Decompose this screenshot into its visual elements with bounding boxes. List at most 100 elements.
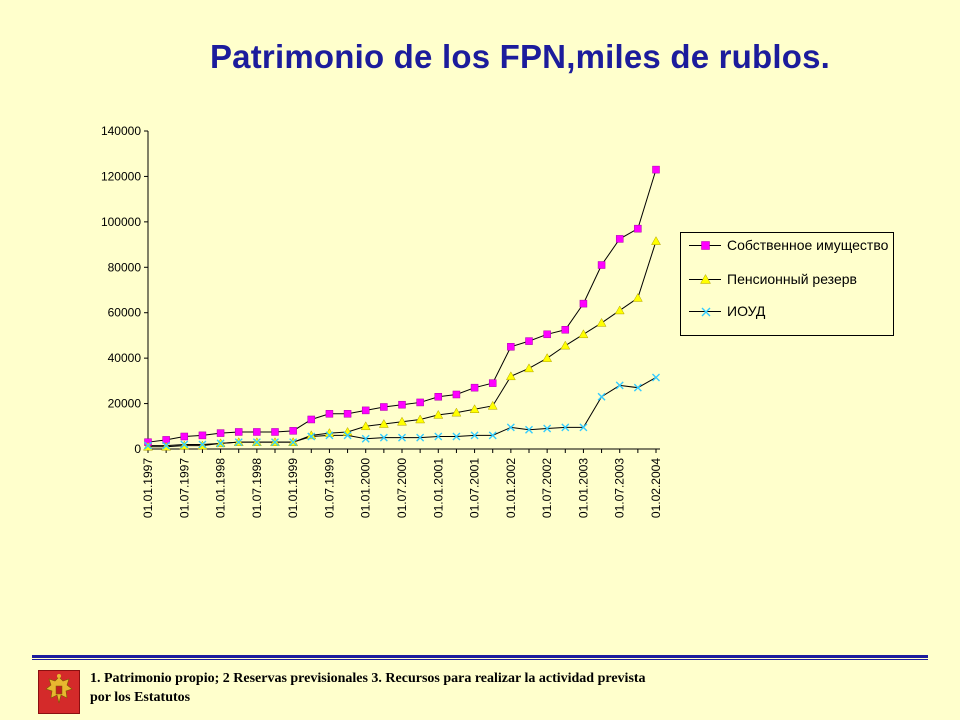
- series-2-point: [487, 400, 498, 410]
- series-1-point: [271, 428, 279, 436]
- x-tick-label: 01.07.2002: [540, 458, 554, 518]
- series-1-point: [380, 403, 388, 411]
- series-1-point: [216, 429, 225, 437]
- chart-legend: Собственное имущество Пенсионный резерв …: [680, 232, 894, 336]
- series-3-point: [234, 438, 243, 447]
- series-line-2: [148, 241, 657, 448]
- series-1-point: [234, 428, 243, 436]
- x-tick-label: 01.01.2001: [431, 458, 445, 518]
- series-2-point: [433, 409, 444, 419]
- series-markers: [143, 165, 661, 451]
- series-2-point: [596, 317, 607, 327]
- x-tick-label: 01.01.2000: [359, 458, 373, 518]
- series-1-point: [579, 299, 588, 308]
- series-1-point: [470, 383, 479, 392]
- series-3-point: [579, 423, 588, 432]
- series-1-point: [343, 410, 352, 418]
- series-3-point: [252, 438, 261, 447]
- x-tick-label: 01.07.2001: [468, 458, 482, 518]
- series-2-point: [560, 340, 571, 350]
- series-3-point: [307, 432, 316, 441]
- series-2-point: [397, 416, 407, 426]
- x-tick-label: 01.01.1999: [286, 458, 300, 518]
- y-tick-label: 100000: [101, 215, 141, 229]
- y-tick-label: 20000: [108, 397, 142, 411]
- series-1-point: [325, 410, 334, 418]
- x-tick-label: 01.01.2003: [576, 458, 590, 518]
- series-3-point: [343, 431, 352, 440]
- y-tick-label: 40000: [108, 351, 142, 365]
- series-1-point: [615, 235, 624, 243]
- series-1-point: [398, 400, 406, 409]
- x-axis-ticks: 01.01.1997 01.07.1997 01.01.1998 01.07.1998…: [141, 449, 663, 518]
- series-1-point: [198, 431, 207, 440]
- series-3-point: [652, 373, 660, 382]
- series-3-point: [615, 381, 624, 390]
- x-tick-label: 01.07.2000: [395, 458, 409, 518]
- series-1-point: [253, 428, 261, 436]
- series-3-point: [379, 433, 388, 442]
- series-1-point: [289, 427, 297, 435]
- series-1-point: [525, 337, 533, 345]
- y-tick-label: 120000: [101, 169, 141, 183]
- y-tick-label: 0: [134, 442, 141, 456]
- footer-divider-thin: [32, 659, 928, 660]
- chart-axes: [147, 131, 660, 450]
- series-3-point: [398, 433, 406, 442]
- series-1-point: [507, 343, 515, 351]
- series-1-point: [434, 393, 443, 401]
- series-1-point: [543, 330, 551, 339]
- series-2-point: [578, 329, 589, 339]
- legend-label-3: ИОУД: [727, 303, 766, 319]
- series-3-point: [470, 431, 479, 440]
- series-2-point: [378, 419, 389, 428]
- legend-label-2: Пенсионный резерв: [727, 271, 857, 287]
- series-2-point: [415, 414, 426, 424]
- series-1-point: [488, 379, 497, 387]
- series-3-point: [271, 438, 279, 447]
- x-tick-label: 01.01.1997: [141, 458, 155, 518]
- series-3-point: [289, 438, 298, 447]
- legend-label-1: Собственное имущество: [727, 237, 889, 253]
- series-3-point: [361, 434, 370, 443]
- x-tick-label: 01.01.2002: [504, 458, 518, 518]
- x-tick-label: 01.01.1998: [214, 458, 228, 518]
- series-3-point: [416, 433, 425, 442]
- series-3-point: [325, 431, 334, 440]
- series-3-point: [216, 439, 225, 448]
- series-1-point: [452, 390, 461, 399]
- footnote-text: 1. Patrimonio propio; 2 Reservas previsi…: [90, 671, 646, 705]
- y-tick-label: 140000: [101, 124, 141, 138]
- series-3-point: [543, 424, 552, 433]
- series-3-point: [561, 423, 570, 432]
- x-tick-label: 01.07.2003: [613, 458, 627, 518]
- series-1-point: [652, 165, 660, 174]
- y-tick-label: 60000: [108, 306, 142, 320]
- series-1-point: [307, 415, 316, 424]
- series-1-point: [597, 261, 606, 269]
- series-3-point: [597, 392, 606, 401]
- footer-divider: [32, 655, 928, 658]
- series-2-point: [524, 363, 534, 373]
- x-tick-label: 01.07.1999: [322, 458, 336, 518]
- series-3-point: [144, 441, 152, 450]
- series-3-point: [488, 431, 497, 440]
- series-3-point: [198, 440, 207, 449]
- series-2-point: [360, 421, 371, 431]
- russian-coat-of-arms-icon: [38, 670, 80, 714]
- series-2-point: [651, 236, 661, 245]
- series-3-point: [434, 432, 443, 441]
- series-3-point: [506, 423, 515, 432]
- series-2-point: [451, 407, 462, 417]
- x-tick-label: 01.07.1998: [250, 458, 264, 518]
- series-3-point: [633, 383, 642, 392]
- x-tick-label: 01.02.2004: [649, 458, 663, 518]
- series-2-point: [505, 371, 516, 381]
- series-2-point: [542, 353, 553, 362]
- series-1-point: [416, 398, 424, 407]
- series-2-point: [469, 404, 480, 413]
- series-2-point: [614, 305, 625, 315]
- series-1-point: [180, 432, 189, 441]
- series-1-point: [561, 326, 570, 334]
